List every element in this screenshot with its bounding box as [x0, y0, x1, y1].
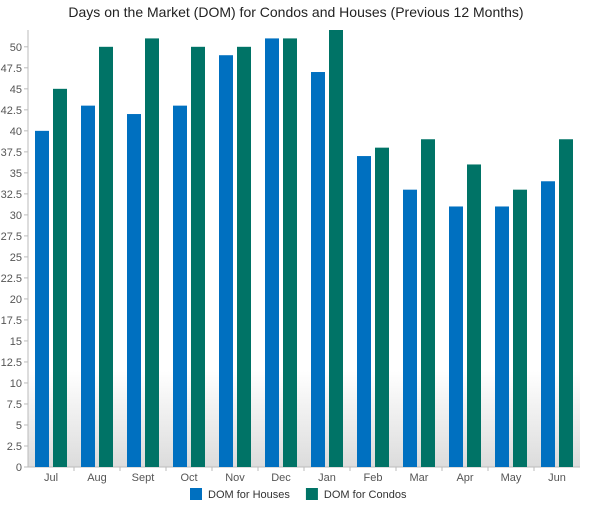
legend-swatch: [190, 488, 202, 500]
y-tick-label: 15: [10, 336, 22, 348]
bar-condos[interactable]: [421, 139, 435, 467]
x-tick-label: Feb: [364, 472, 383, 484]
x-tick-label: Apr: [456, 472, 473, 484]
bar-houses[interactable]: [173, 105, 187, 467]
y-tick-label: 45: [10, 84, 22, 96]
bar-condos[interactable]: [513, 189, 527, 467]
x-tick-label: Aug: [87, 472, 107, 484]
bar-houses[interactable]: [449, 206, 463, 467]
legend-label: DOM for Houses: [208, 489, 290, 501]
y-axis: 0 2.5 5 7.5 10 12.5 15 17.5 20 22.5 25 27.5 30 32.5 35…: [1, 30, 29, 474]
y-tick-label: 32.5: [1, 189, 22, 201]
bar-condos[interactable]: [329, 30, 343, 467]
y-tick-label: 17.5: [1, 315, 22, 327]
bar-houses[interactable]: [81, 105, 95, 467]
bar-condos[interactable]: [559, 139, 573, 467]
y-tick-label: 5: [16, 420, 22, 432]
legend-label: DOM for Condos: [324, 489, 407, 501]
y-tick-label: 25: [10, 252, 22, 264]
bar-condos[interactable]: [145, 38, 159, 468]
y-tick-label: 10: [10, 378, 22, 390]
bar-condos[interactable]: [467, 164, 481, 467]
bars-group: [35, 30, 573, 468]
y-tick-label: 27.5: [1, 231, 22, 243]
y-tick-label: 37.5: [1, 147, 22, 159]
y-tick-label: 12.5: [1, 357, 22, 369]
x-tick-label: Nov: [225, 472, 245, 484]
bar-condos[interactable]: [375, 147, 389, 467]
x-axis: Jul Aug Sept Oct Nov Dec Jan Feb Mar Apr May Jun: [28, 466, 580, 484]
y-tick-label: 47.5: [1, 63, 22, 75]
bar-houses[interactable]: [357, 156, 371, 468]
bar-condos[interactable]: [191, 46, 205, 468]
x-tick-label: May: [501, 472, 522, 484]
y-tick-label: 22.5: [1, 273, 22, 285]
bar-houses[interactable]: [403, 189, 417, 467]
y-tick-label: 42.5: [1, 105, 22, 117]
bar-condos[interactable]: [53, 88, 67, 468]
y-tick-label: 7.5: [7, 399, 22, 411]
legend: DOM for Houses DOM for Condos: [190, 488, 407, 501]
x-tick-label: Jul: [44, 472, 58, 484]
bar-houses[interactable]: [495, 206, 509, 467]
bar-condos[interactable]: [99, 46, 113, 468]
bar-houses[interactable]: [311, 72, 325, 468]
bar-houses[interactable]: [541, 181, 555, 467]
bar-condos[interactable]: [237, 46, 251, 468]
x-tick-label: Mar: [410, 472, 429, 484]
x-tick-label: Jan: [318, 472, 336, 484]
chart-title: Days on the Market (DOM) for Condos and …: [68, 4, 523, 20]
y-tick-label: 20: [10, 294, 22, 306]
x-tick-label: Sept: [132, 472, 155, 484]
x-tick-label: Jun: [548, 472, 566, 484]
bar-condos[interactable]: [283, 38, 297, 468]
y-tick-label: 30: [10, 210, 22, 222]
x-tick-label: Oct: [180, 472, 197, 484]
bar-houses[interactable]: [35, 130, 49, 467]
y-tick-label: 40: [10, 126, 22, 138]
x-tick-label: Dec: [271, 472, 291, 484]
y-tick-label: 2.5: [7, 441, 22, 453]
y-tick-label: 0: [16, 462, 22, 474]
y-tick-label: 35: [10, 168, 22, 180]
bar-houses[interactable]: [265, 38, 279, 468]
legend-swatch: [305, 488, 318, 500]
bar-houses[interactable]: [127, 114, 141, 468]
y-tick-label: 50: [10, 42, 22, 54]
plot-area: [28, 30, 580, 467]
bar-houses[interactable]: [219, 55, 233, 467]
